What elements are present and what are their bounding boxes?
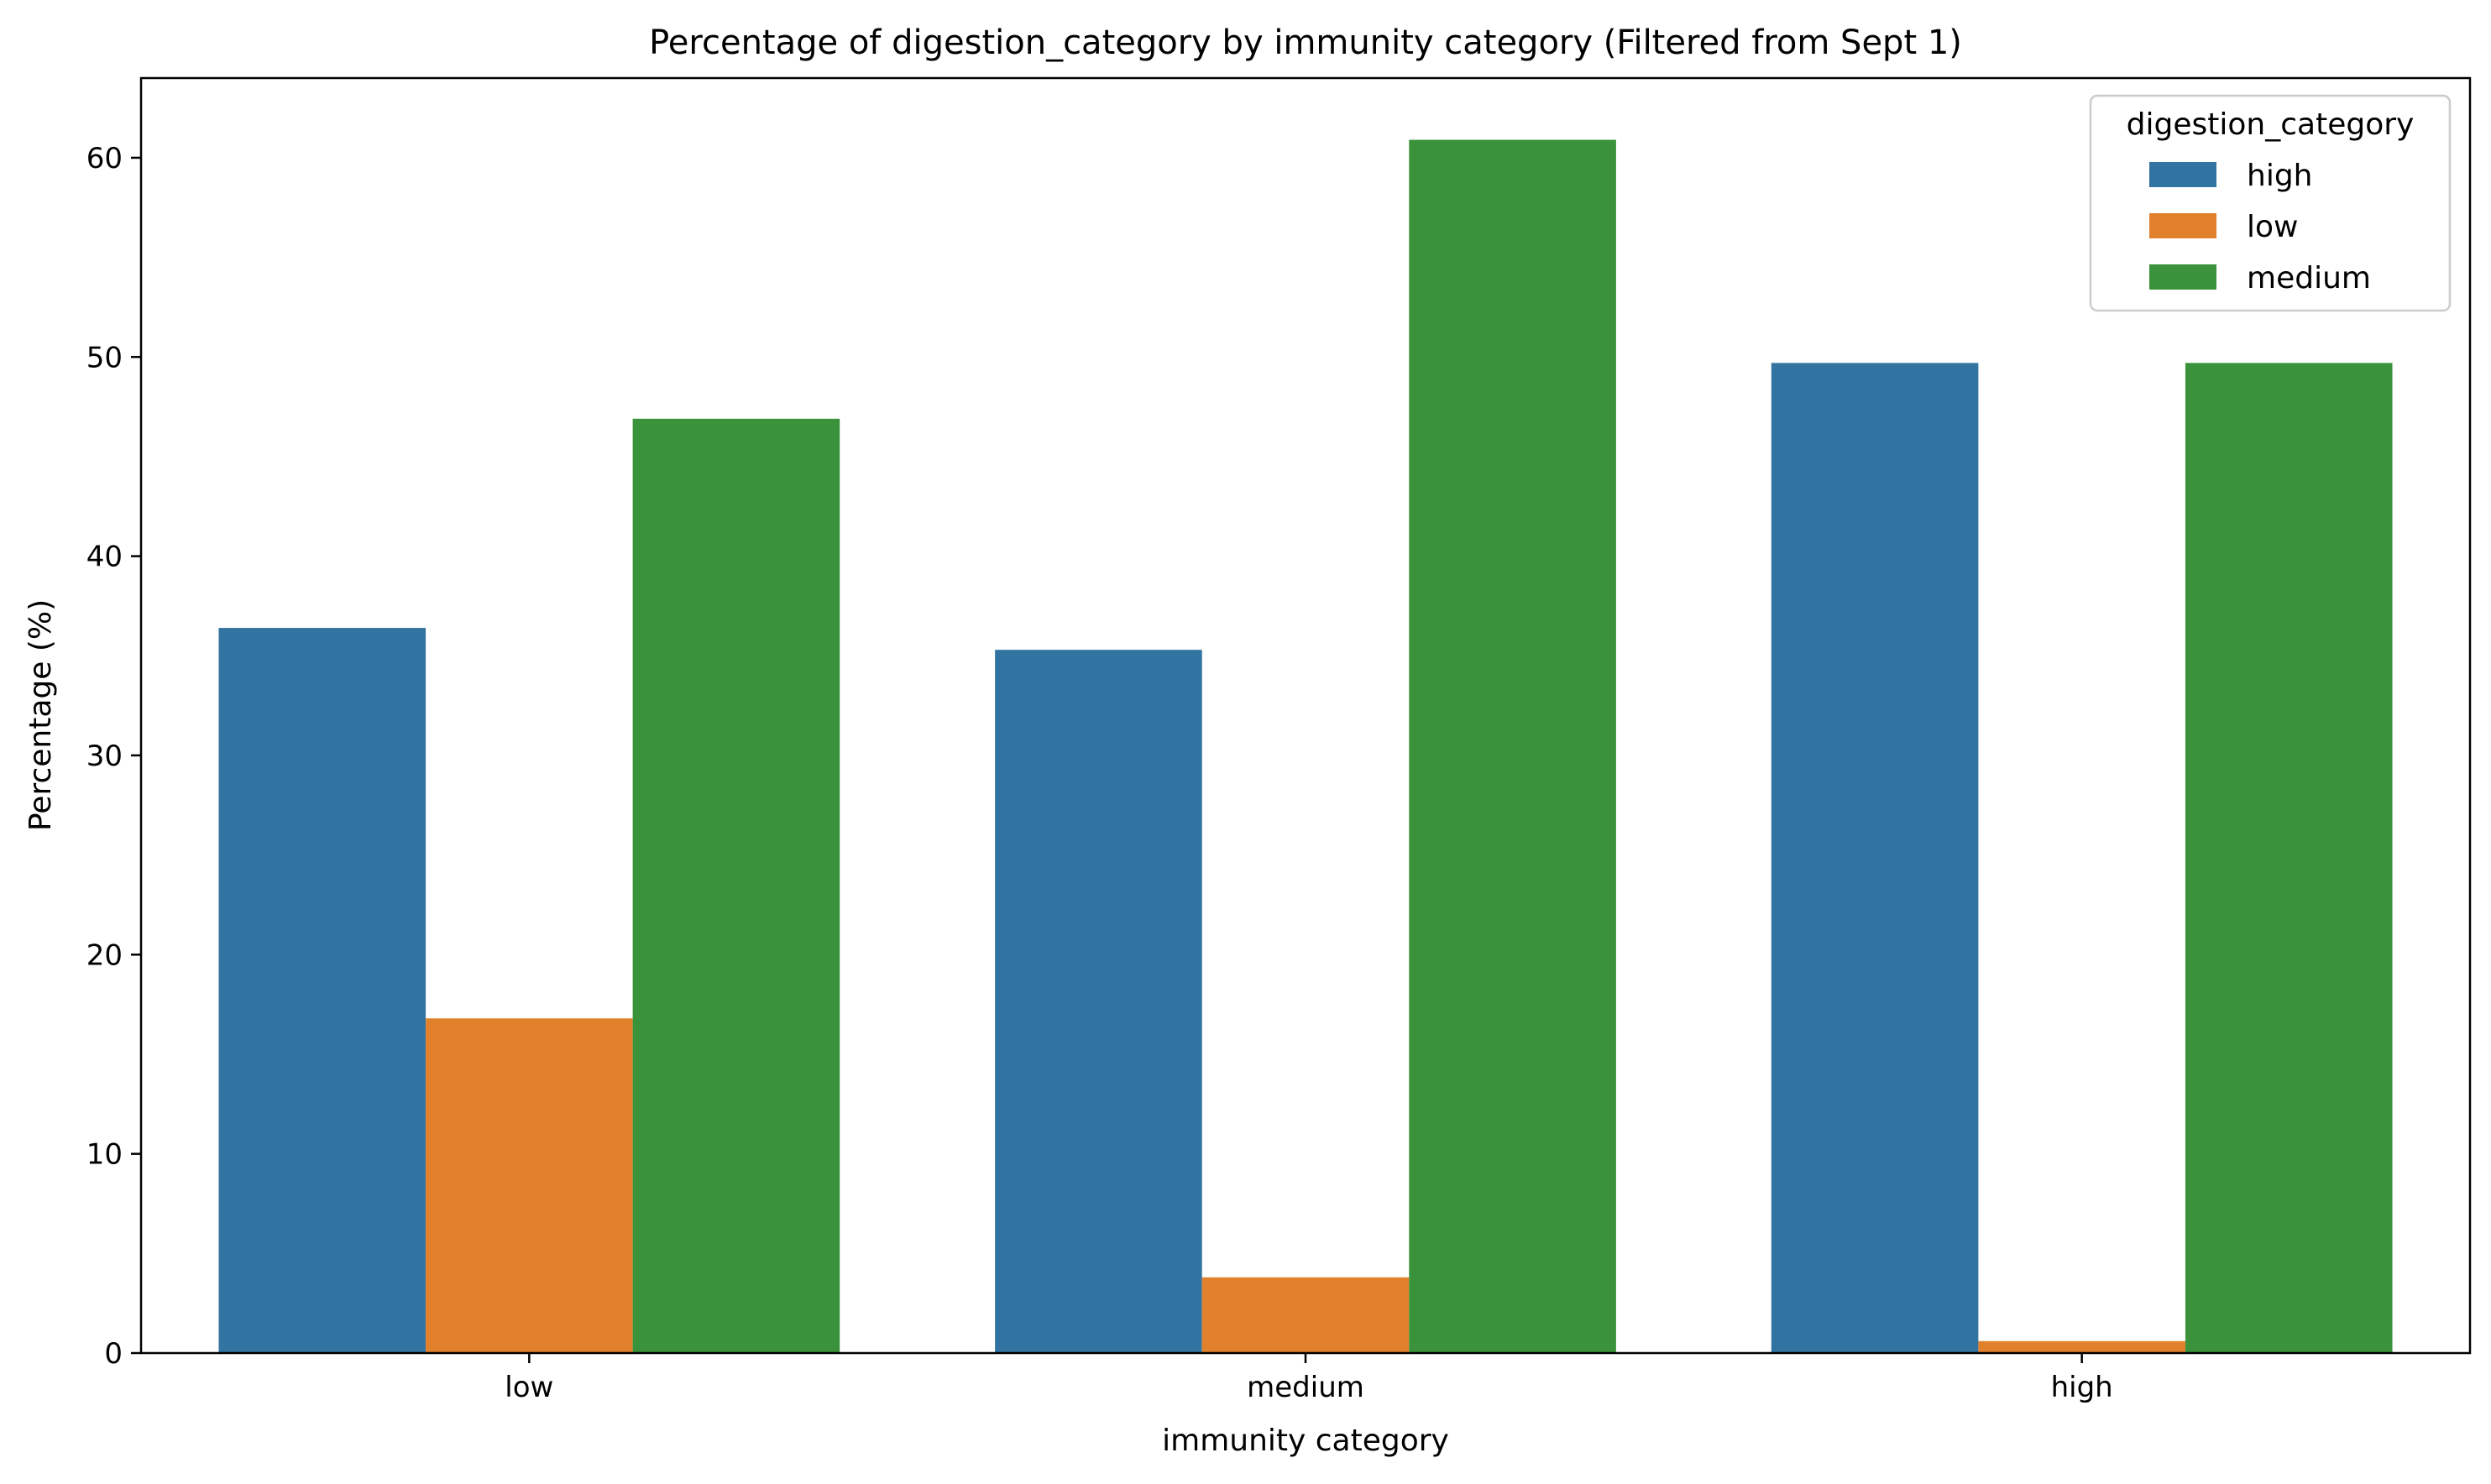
legend-swatch-high [2149, 162, 2216, 187]
x-tick-label-low: low [505, 1371, 553, 1404]
legend-title: digestion_category [2127, 107, 2415, 142]
y-tick-label: 50 [86, 341, 123, 374]
legend-label-low: low [2247, 210, 2298, 244]
y-tick-label: 60 [86, 142, 123, 175]
bar-high-low [218, 628, 427, 1353]
bar-medium-high [2185, 363, 2393, 1353]
y-axis: 0 10 20 30 40 50 60 [86, 142, 141, 1371]
bar-medium-medium [1409, 139, 1616, 1354]
y-tick-label: 20 [86, 938, 123, 972]
y-tick-label: 0 [104, 1337, 123, 1371]
bar-low-high [1978, 1340, 2185, 1353]
bars [218, 139, 2393, 1354]
legend-label-medium: medium [2247, 261, 2371, 295]
bar-high-medium [995, 650, 1202, 1353]
legend-frame [2089, 94, 2452, 312]
bar-low-medium [1201, 1277, 1410, 1353]
x-axis: low medium high [505, 1353, 2113, 1404]
y-tick-label: 30 [86, 739, 123, 773]
bar-low-low [426, 1018, 633, 1353]
x-tick-label-high: high [2051, 1371, 2113, 1404]
x-tick-label-medium: medium [1247, 1371, 1364, 1404]
legend-label-high: high [2247, 159, 2313, 193]
chart-title: Percentage of digestion_category by immu… [649, 24, 1962, 62]
legend-entries: high low medium [2149, 159, 2371, 295]
y-axis-label: Percentage (%) [24, 599, 58, 831]
legend-swatch-medium [2149, 264, 2216, 290]
legend-swatch-low [2149, 213, 2216, 238]
y-tick-label: 10 [86, 1138, 123, 1172]
bar-high-high [1771, 363, 1979, 1353]
x-axis-label: immunity category [1162, 1424, 1449, 1458]
axes-frame [139, 76, 2472, 1355]
legend: digestion_category high low medium [2089, 94, 2452, 312]
y-tick-label: 40 [86, 541, 123, 574]
bar-medium-low [632, 418, 840, 1354]
